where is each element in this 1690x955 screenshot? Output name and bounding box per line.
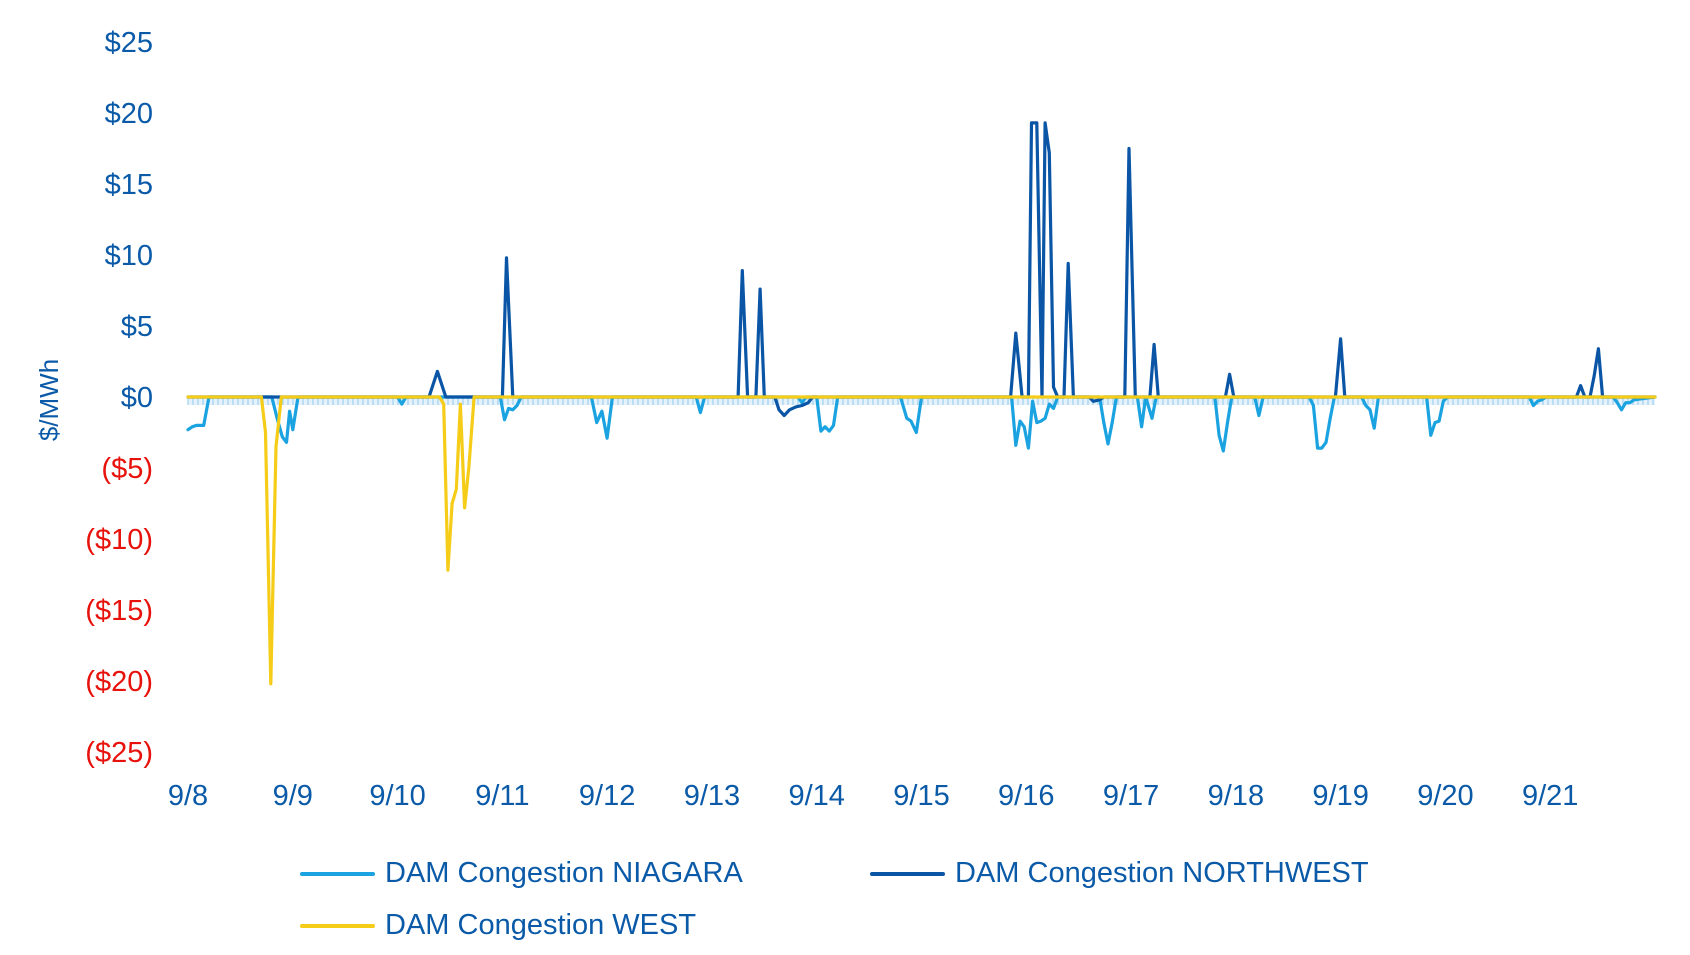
y-tick-label: $20 [105,98,153,130]
x-axis-ticks: 9/8 9/9 9/10 9/11 9/12 9/13 9/14 9/15 9/16 9/17 9/… [168,780,1579,812]
y-tick-label: $15 [105,169,153,201]
x-tick-label: 9/9 [273,780,313,812]
x-tick-label: 9/11 [475,780,529,812]
y-tick-label: ($15) [85,595,153,627]
y-tick-label: ($5) [101,453,153,485]
x-tick-label: 9/10 [369,780,425,812]
x-tick-label: 9/16 [998,780,1054,812]
series-lines [186,121,1657,686]
y-axis-ticks: $25 $20 $15 $10 $5 $0 ($5) ($10) ($15) ($20) ($25) [85,27,153,769]
x-tick-label: 9/13 [684,780,740,812]
y-tick-label: ($25) [85,737,153,769]
y-tick-label: $5 [121,311,153,343]
y-tick-label: $25 [105,27,153,59]
series-line-niagara [186,395,1657,453]
y-tick-label: ($20) [85,666,153,698]
y-tick-label: $0 [121,382,153,414]
x-tick-label: 9/14 [788,780,844,812]
series-line-northwest [186,121,1657,418]
series-line-west [186,395,1657,686]
x-tick-label: 9/12 [579,780,635,812]
x-tick-label: 9/19 [1312,780,1368,812]
x-tick-label: 9/17 [1103,780,1159,812]
x-tick-label: 9/20 [1417,780,1473,812]
y-axis-label: $/MWh [34,359,64,441]
x-tick-label: 9/8 [168,780,208,812]
x-tick-label: 9/15 [893,780,949,812]
x-tick-label: 9/18 [1208,780,1264,812]
x-tick-label: 9/21 [1522,780,1578,812]
y-tick-label: $10 [105,240,153,272]
y-tick-label: ($10) [85,524,153,556]
